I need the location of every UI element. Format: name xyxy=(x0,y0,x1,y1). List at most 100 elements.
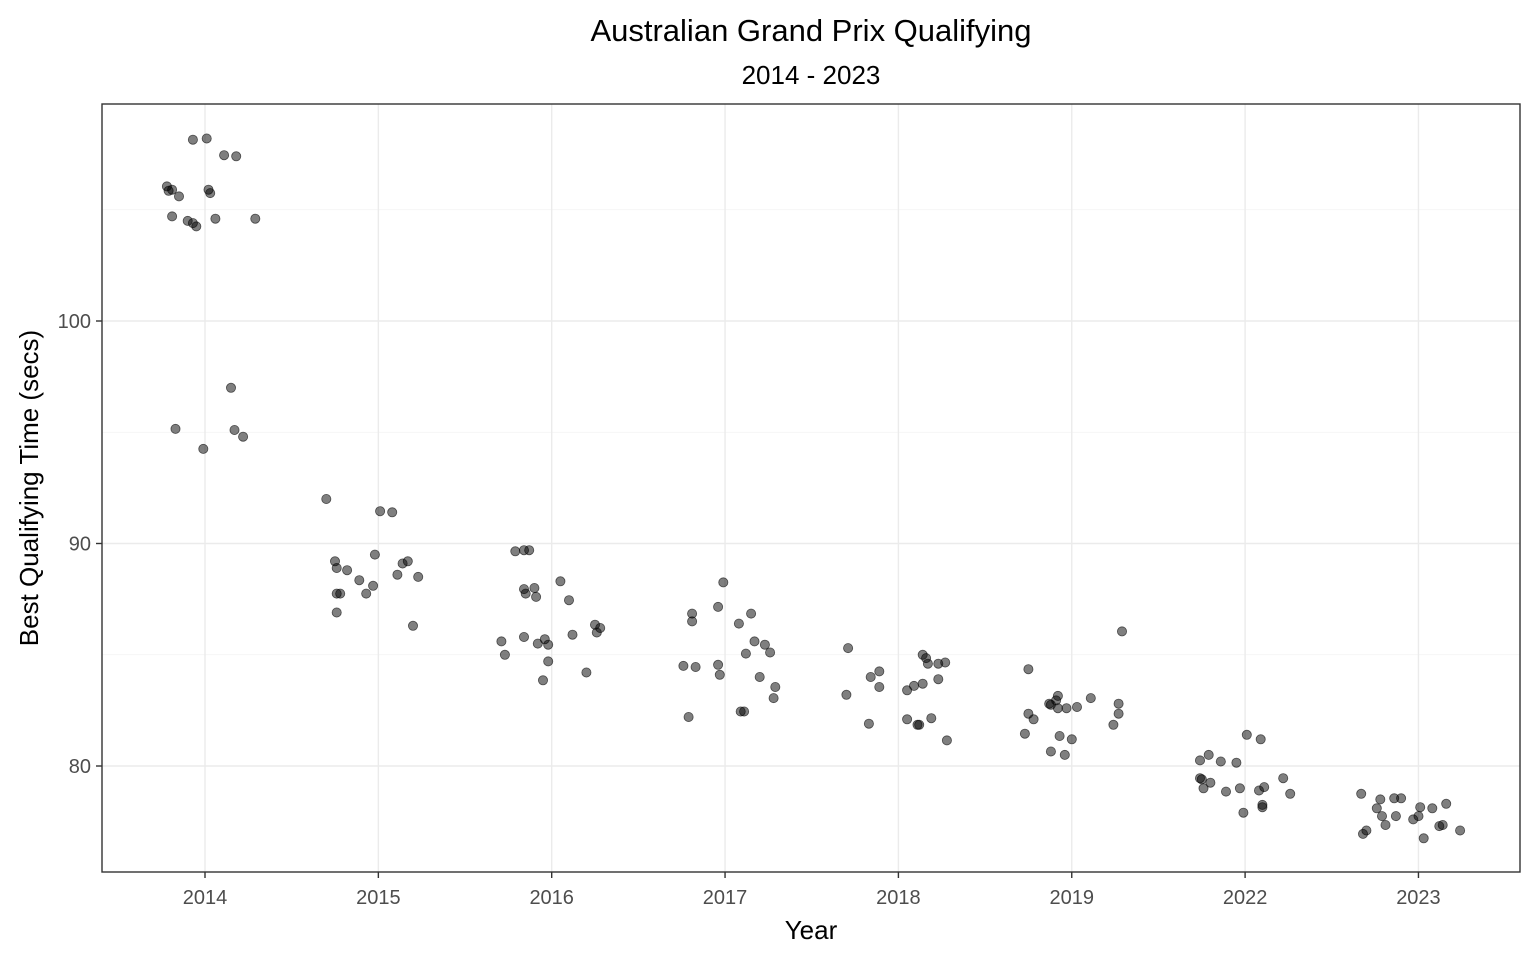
data-point xyxy=(1415,802,1426,813)
data-point xyxy=(1113,698,1124,709)
data-point xyxy=(1380,820,1391,831)
data-point xyxy=(1241,729,1252,740)
data-point xyxy=(1285,788,1296,799)
data-point xyxy=(1375,794,1386,805)
data-point xyxy=(1113,708,1124,719)
data-point xyxy=(529,583,540,594)
data-point xyxy=(1028,714,1039,725)
data-point xyxy=(595,623,606,634)
data-point xyxy=(331,607,342,618)
x-tick-label: 2019 xyxy=(1050,887,1095,909)
data-point xyxy=(1418,833,1429,844)
data-point xyxy=(1072,702,1083,713)
data-point xyxy=(914,719,925,730)
x-tick-label: 2018 xyxy=(876,887,921,909)
data-point xyxy=(1361,825,1372,836)
data-point xyxy=(331,563,342,574)
data-point xyxy=(843,643,854,654)
data-point xyxy=(1259,782,1270,793)
data-point xyxy=(1455,825,1466,836)
data-point xyxy=(543,639,554,650)
chart-subtitle: 2014 - 2023 xyxy=(742,60,881,90)
ticks-layer: 80 90 100 2014 2015 2016 2017 2018 2019 2022 2023 xyxy=(58,311,1441,909)
y-tick-label: 100 xyxy=(58,311,91,333)
data-point xyxy=(770,682,781,693)
data-point xyxy=(369,549,380,560)
data-point xyxy=(841,689,852,700)
data-point xyxy=(865,672,876,683)
data-point xyxy=(225,382,236,393)
data-point xyxy=(690,662,701,673)
x-tick-label: 2015 xyxy=(356,887,401,909)
data-point xyxy=(1205,777,1216,788)
x-tick-label: 2016 xyxy=(529,887,574,909)
data-point xyxy=(229,424,240,435)
data-point xyxy=(768,693,779,704)
data-point xyxy=(933,674,944,685)
data-point xyxy=(739,706,750,717)
data-point xyxy=(543,656,554,667)
data-point xyxy=(749,636,760,647)
data-point xyxy=(375,506,386,517)
data-point xyxy=(167,211,178,222)
data-point xyxy=(567,629,578,640)
data-point xyxy=(335,588,346,599)
data-point xyxy=(407,620,418,631)
data-point xyxy=(173,191,184,202)
x-tick-label: 2023 xyxy=(1396,887,1441,909)
data-point xyxy=(1059,749,1070,760)
data-point xyxy=(1215,756,1226,767)
data-point xyxy=(902,714,913,725)
data-point xyxy=(205,188,216,199)
chart-title: Australian Grand Prix Qualifying xyxy=(590,13,1031,48)
data-point xyxy=(1203,749,1214,760)
points-layer xyxy=(161,133,1466,844)
data-point xyxy=(765,647,776,658)
data-point xyxy=(219,150,230,161)
grid-layer xyxy=(102,104,1520,872)
data-point xyxy=(354,575,365,586)
data-point xyxy=(740,648,751,659)
data-point xyxy=(201,133,212,144)
data-point xyxy=(1255,734,1266,745)
data-point xyxy=(863,718,874,729)
data-point xyxy=(1396,793,1407,804)
data-point xyxy=(1045,746,1056,757)
data-point xyxy=(1019,728,1030,739)
data-point xyxy=(874,666,885,677)
data-point xyxy=(387,507,398,518)
data-point xyxy=(926,713,937,724)
data-point xyxy=(250,213,261,224)
data-point xyxy=(1441,798,1452,809)
data-point xyxy=(392,569,403,580)
data-point xyxy=(941,735,952,746)
data-point xyxy=(1023,664,1034,675)
data-point xyxy=(678,660,689,671)
data-point xyxy=(1231,757,1242,768)
y-tick-label: 90 xyxy=(69,534,91,556)
data-point xyxy=(532,638,543,649)
data-point xyxy=(238,431,249,442)
data-point xyxy=(714,669,725,680)
data-point xyxy=(718,577,729,588)
data-point xyxy=(940,657,951,668)
data-point xyxy=(170,423,181,434)
data-point xyxy=(531,591,542,602)
data-point xyxy=(1196,774,1207,785)
data-point xyxy=(167,184,178,195)
x-tick-label: 2022 xyxy=(1223,887,1268,909)
data-point xyxy=(538,675,549,686)
data-point xyxy=(1198,783,1209,794)
data-point xyxy=(564,595,575,606)
data-point xyxy=(342,565,353,576)
data-point xyxy=(368,580,379,591)
data-point xyxy=(1221,786,1232,797)
data-point xyxy=(1377,811,1388,822)
data-point xyxy=(321,493,332,504)
data-point xyxy=(496,636,507,647)
data-point xyxy=(922,658,933,669)
data-point xyxy=(1195,755,1206,766)
data-point xyxy=(1427,803,1438,814)
data-point xyxy=(1437,820,1448,831)
